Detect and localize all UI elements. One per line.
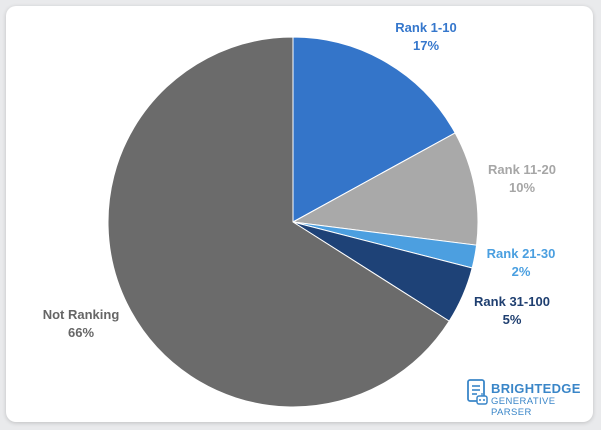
slice-label-name: Rank 31-100 (474, 294, 550, 309)
slice-label-name: Not Ranking (43, 307, 120, 322)
document-robot-icon (467, 379, 488, 405)
pie-slice-not-ranking (107, 36, 450, 408)
slice-label-percent: 5% (503, 312, 522, 327)
slice-label-percent: 17% (413, 38, 439, 53)
pie-slice-rank-1-10 (292, 36, 456, 223)
brand-logo: BRIGHTEDGE GENERATIVE PARSER (466, 379, 591, 418)
pie-slice-rank-11-20 (291, 132, 479, 246)
slice-label-name: Rank 11-20 (488, 162, 556, 177)
slice-label-percent: 66% (68, 325, 94, 340)
brand-name: BRIGHTEDGE (491, 381, 581, 396)
slice-label-name: Rank 21-30 (487, 246, 556, 261)
slice-label-name: Rank 1-10 (395, 20, 456, 35)
brand-tagline: GENERATIVE PARSER (491, 396, 556, 418)
slice-label-percent: 2% (512, 264, 531, 279)
slice-label-percent: 10% (509, 180, 535, 195)
